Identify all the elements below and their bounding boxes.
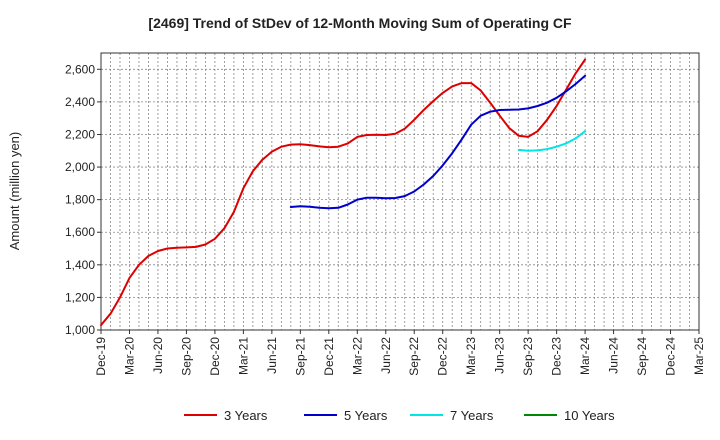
series-lines [100,58,587,327]
x-tick-label: Sep-20 [179,337,193,376]
y-tick-label: 2,000 [65,160,95,174]
y-tick-label: 1,000 [65,323,95,337]
x-tick-label: Jun-24 [607,337,621,374]
y-axis-label: Amount (million yen) [7,132,22,251]
y-tick-label: 1,200 [65,290,95,304]
x-tick-label: Jun-21 [265,337,279,374]
x-tick-label: Jun-22 [379,337,393,374]
x-axis: Dec-19 Mar-20 Jun-20 Sep-20 Dec-20 Mar-21 Jun-… [94,330,706,376]
x-tick-label: Dec-24 [664,337,678,376]
x-tick-label: Jun-20 [151,337,165,374]
y-tick-label: 2,200 [65,127,95,141]
x-tick-label: Mar-21 [236,337,250,375]
legend-10-years-label: 10 Years [564,408,615,423]
legend: 3 Years 5 Years 7 Years 10 Years [184,408,615,423]
y-tick-label: 1,600 [65,225,95,239]
x-tick-label: Sep-22 [407,337,421,376]
x-tick-label: Mar-25 [692,337,706,375]
y-axis: 1,000 1,200 1,400 1,600 1,800 2,000 2,200 2,400… [65,62,101,337]
y-tick-label: 2,600 [65,62,95,76]
x-tick-label: Sep-24 [635,337,649,376]
legend-5-years-label: 5 Years [344,408,388,423]
series-line-5-years [289,74,587,210]
plot-area [101,53,699,330]
x-tick-label: Dec-21 [322,337,336,376]
x-tick-label: Dec-23 [550,337,564,376]
y-tick-label: 1,800 [65,193,95,207]
series-line-3-years [100,58,587,327]
x-tick-label: Mar-22 [350,337,364,375]
x-tick-label: Mar-24 [578,337,592,375]
y-tick-label: 1,400 [65,258,95,272]
x-tick-label: Dec-19 [94,337,108,376]
plot-frame [100,52,700,331]
x-tick-label: Dec-20 [208,337,222,376]
x-tick-label: Sep-23 [521,337,535,376]
x-tick-label: Jun-23 [493,337,507,374]
legend-3-years-label: 3 Years [224,408,268,423]
series-line-7-years [517,130,587,152]
x-tick-label: Sep-21 [293,337,307,376]
legend-7-years-label: 7 Years [450,408,494,423]
x-tick-label: Dec-22 [436,337,450,376]
x-tick-label: Mar-23 [464,337,478,375]
chart-title: [2469] Trend of StDev of 12-Month Moving… [148,15,572,31]
x-tick-label: Mar-20 [122,337,136,375]
y-tick-label: 2,400 [65,95,95,109]
